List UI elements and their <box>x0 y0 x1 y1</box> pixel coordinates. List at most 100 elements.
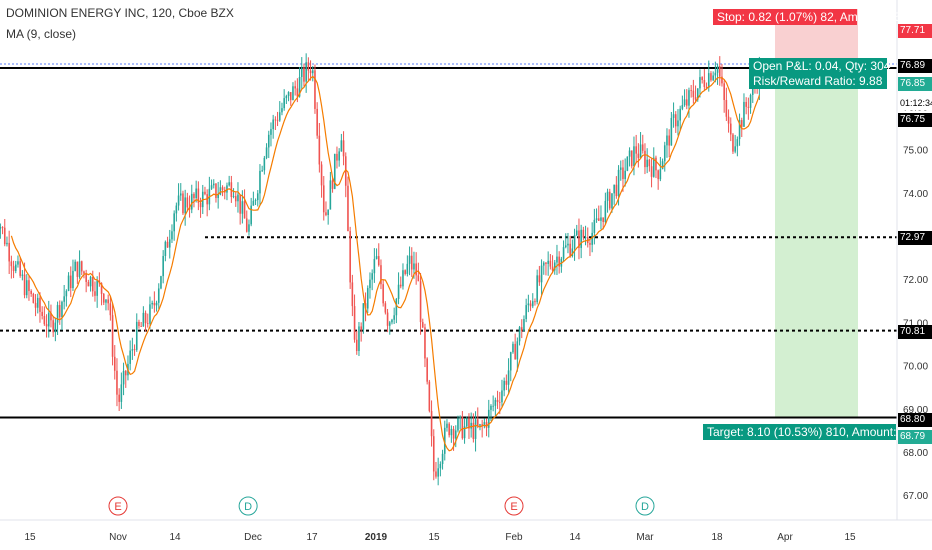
candle-body <box>679 108 681 121</box>
candle-body <box>652 157 655 177</box>
candle-body <box>633 146 635 167</box>
candle-body <box>100 283 103 294</box>
candle-body <box>217 194 219 199</box>
ma-value-tag: 76.75 <box>898 113 932 127</box>
candle-body <box>366 288 369 309</box>
risk-reward-label: Risk/Reward Ratio: 9.88 <box>749 73 887 89</box>
candle-body <box>204 191 206 195</box>
candle-body <box>63 296 65 302</box>
candle-body <box>611 193 613 209</box>
candle-body <box>36 297 39 308</box>
candle-body <box>80 261 83 272</box>
candle-body <box>582 229 585 238</box>
candle-body <box>45 324 48 327</box>
candle-body <box>507 370 510 385</box>
candle-body <box>41 311 43 317</box>
candle-body <box>184 197 186 214</box>
candle-body <box>155 302 158 306</box>
candle-body <box>531 301 534 307</box>
candle-body <box>439 463 442 469</box>
candle-body <box>571 248 574 256</box>
candle-body <box>116 370 118 395</box>
candle-body <box>199 202 202 208</box>
candle-body <box>173 213 175 232</box>
candle-body <box>265 147 268 158</box>
candle-body <box>210 185 213 189</box>
indicator-legend[interactable]: MA (9, close) <box>6 27 77 41</box>
candle-body <box>52 320 54 333</box>
candle-body <box>738 120 741 140</box>
candle-body <box>404 270 406 274</box>
candle-body <box>677 120 679 127</box>
earnings-event-marker <box>108 496 128 516</box>
candle-body <box>518 327 521 342</box>
candle-body <box>76 261 79 277</box>
candle-body <box>734 146 736 152</box>
candle-body <box>435 471 437 477</box>
candle-body <box>520 327 523 332</box>
candle-body <box>424 327 426 359</box>
candle-body <box>287 92 290 97</box>
candle-body <box>393 315 395 320</box>
candle-body <box>261 170 263 172</box>
candle-body <box>512 343 514 353</box>
candle-body <box>485 422 488 428</box>
candle-body <box>534 301 536 303</box>
candle-body <box>371 273 373 280</box>
candle-body <box>542 262 545 266</box>
candle-body <box>690 90 692 91</box>
candle-body <box>657 170 659 180</box>
candle-body <box>459 416 461 419</box>
candle-body <box>402 270 404 287</box>
candle-body <box>386 312 389 326</box>
candle-body <box>556 256 558 263</box>
candle-body <box>149 304 151 324</box>
candle-body <box>723 83 725 100</box>
candle-body <box>725 99 728 117</box>
candle-body <box>305 62 307 82</box>
candle-body <box>303 67 305 82</box>
candle-body <box>692 90 695 98</box>
horizontal-levels[interactable] <box>0 63 897 419</box>
candle-body <box>501 390 503 403</box>
candle-body <box>479 424 481 426</box>
candle-body <box>221 187 224 190</box>
candle-body <box>94 291 96 296</box>
candle-body <box>14 264 17 271</box>
candle-body <box>160 276 162 289</box>
candle-body <box>243 201 246 219</box>
earnings-event-letter: E <box>114 501 121 513</box>
candle-body <box>408 255 411 264</box>
y-tick-label: 74.00 <box>903 189 928 200</box>
candle-body <box>446 423 448 428</box>
candlesticks <box>0 53 761 486</box>
stop-price-tag: 77.71 <box>898 24 932 38</box>
dividend-event-letter: D <box>244 501 252 513</box>
candle-body <box>358 326 360 352</box>
x-tick-label: 15 <box>24 532 36 543</box>
candle-body <box>292 86 294 101</box>
candle-body <box>549 260 552 267</box>
candle-body <box>626 156 629 171</box>
current-price-tag: 76.85 <box>898 77 932 91</box>
candle-body <box>496 399 499 403</box>
symbol-title[interactable]: DOMINION ENERGY INC, 120, Cboe BZX <box>6 6 234 20</box>
candle-body <box>318 135 321 165</box>
candle-body <box>300 67 303 78</box>
y-tick-label: 75.00 <box>903 146 928 157</box>
candle-body <box>157 288 160 303</box>
x-tick-label: Nov <box>109 532 127 543</box>
candle-body <box>639 144 642 158</box>
time-axis[interactable]: 15 Nov 14 Dec 17 2019 15 Feb 14 Mar 18 Apr 15 <box>24 532 856 543</box>
candle-body <box>454 430 457 439</box>
candle-body <box>608 191 611 209</box>
candle-body <box>468 418 470 429</box>
candle-body <box>595 218 598 220</box>
candle-body <box>410 255 413 270</box>
candle-body <box>331 180 334 189</box>
candle-body <box>336 153 338 161</box>
candle-body <box>699 77 701 89</box>
candle-body <box>179 193 182 196</box>
candle-body <box>529 303 532 307</box>
